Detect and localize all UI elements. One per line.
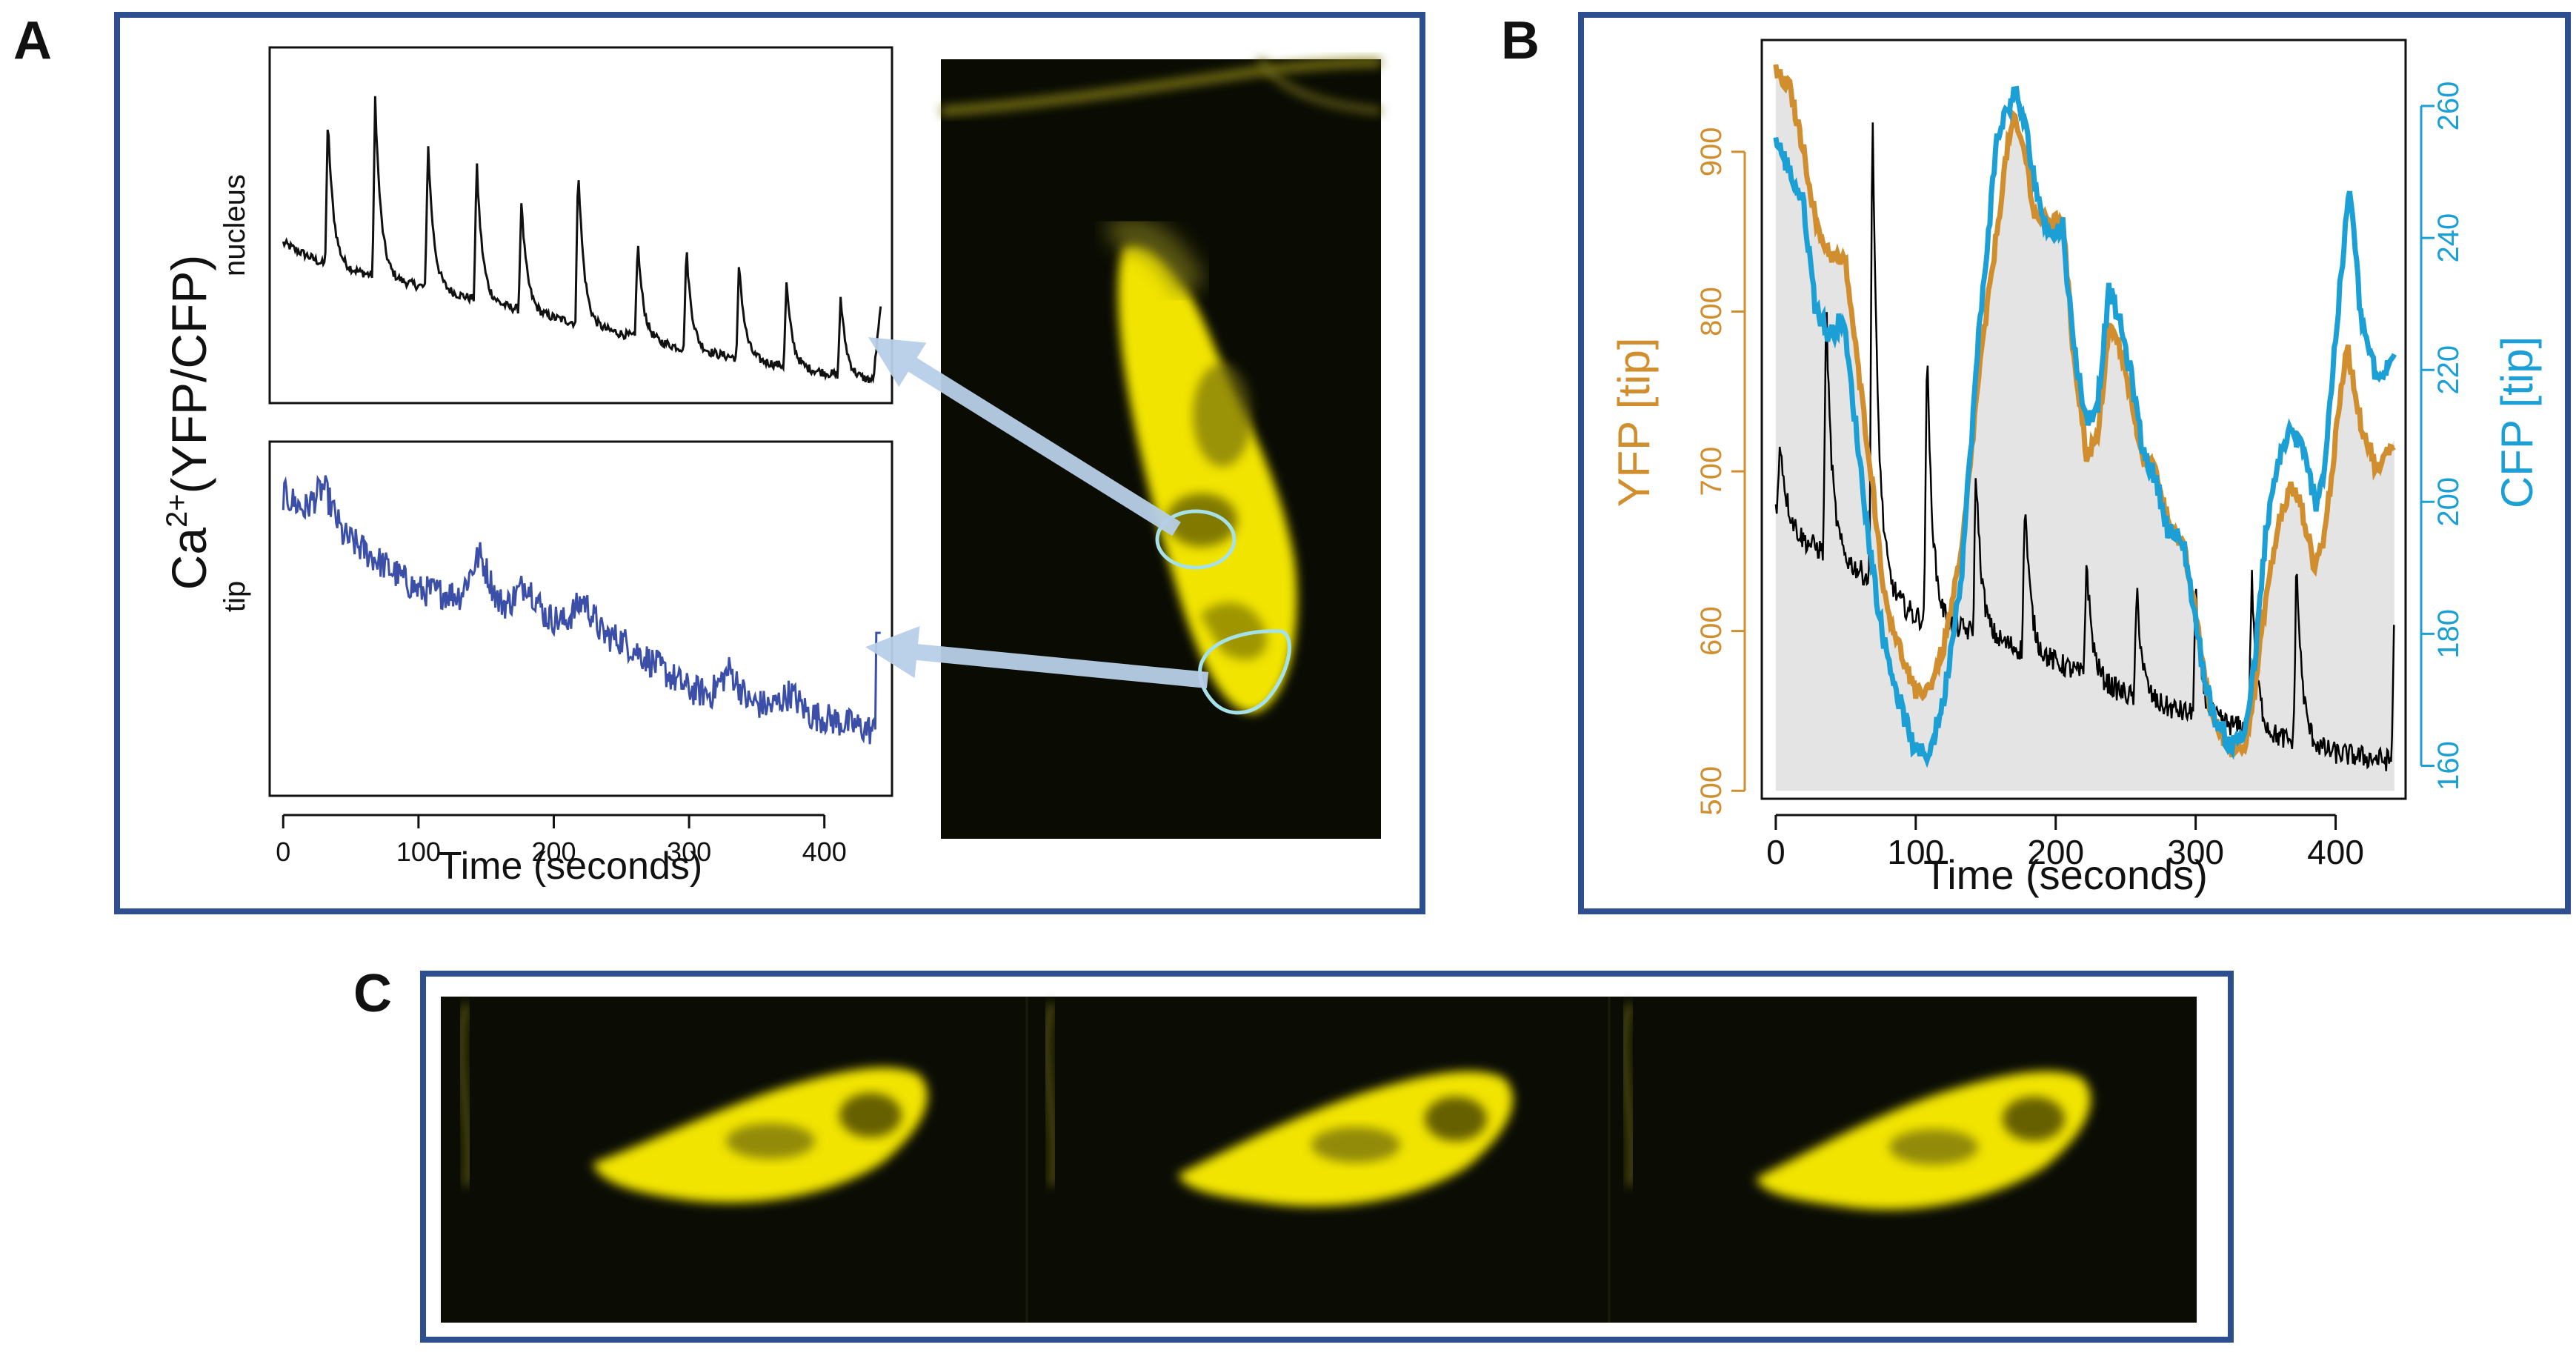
panel-b-x-axis-title: Time (seconds) (1923, 851, 2208, 898)
frame-1-vacuole (839, 1093, 902, 1137)
cell-body (1118, 243, 1297, 713)
frame-3-left-cell-edge (1620, 1003, 1636, 1186)
frame-2-nucleus (1311, 1127, 1400, 1163)
b-right-tick-label: 220 (2432, 345, 2465, 395)
b-left-tick-label: 700 (1695, 447, 1728, 496)
b-x-tick-label: 200 (2027, 833, 2084, 871)
b-left-tick-label: 900 (1695, 127, 1728, 177)
cell-tail-glow (1105, 217, 1206, 296)
nucleus-dark-region (1166, 493, 1237, 547)
nucleus-ratio-line (282, 96, 882, 385)
panel-b-left-y-axis: 500 600 700 800 900 (1695, 127, 1746, 816)
shared-y-axis-title: Ca2+(YFP/CFP) (161, 255, 216, 591)
panel-b-right-y-title: CFP [tip] (2492, 336, 2542, 508)
cell-micrograph (865, 57, 1382, 839)
cfp-series-line (1773, 85, 2397, 768)
b-left-tick-label: 500 (1695, 766, 1728, 816)
tip-x-tick-label: 400 (802, 837, 847, 867)
b-right-tick-label: 240 (2432, 213, 2465, 263)
panel-c-micrographs (441, 997, 2197, 1323)
b-x-tick-label: 400 (2307, 833, 2364, 871)
panel-b-right-y-axis: 160 180 200 220 240 260 (2420, 82, 2465, 791)
panel-b-x-axis: 0 100 200 300 400 (1766, 814, 2364, 871)
b-left-tick-label: 600 (1695, 606, 1728, 656)
panel-a-label: A (13, 11, 52, 70)
panel-b-chart: 0 100 200 300 400 500 600 700 800 900 160 180 200 2… (1609, 39, 2542, 898)
b-right-tick-label: 160 (2432, 741, 2465, 791)
nucleus-axis-label: nucleus (219, 174, 251, 276)
tip-x-axis: 0 100 200 300 400 (276, 814, 847, 867)
tip-roi-outline (1198, 629, 1291, 715)
b-right-tick-label: 200 (2432, 477, 2465, 527)
panel-c-label: C (353, 964, 392, 1023)
b-x-tick-label: 300 (2167, 833, 2224, 871)
ratio-black-line (1774, 122, 2395, 771)
tip-x-axis-title: Time (seconds) (439, 845, 702, 888)
micrograph-frame-3 (1620, 1003, 2091, 1210)
vacuole-dark-region (1193, 363, 1252, 467)
frame-3-vacuole (2003, 1097, 2065, 1141)
tip-ratio-line (282, 474, 881, 745)
b-left-tick-label: 800 (1695, 287, 1728, 336)
tip-x-tick-label: 200 (531, 837, 576, 867)
b-right-tick-label: 180 (2432, 609, 2465, 659)
b-x-tick-label: 0 (1766, 833, 1785, 871)
frame-2-left-cell-edge (1042, 1003, 1058, 1186)
micrograph-frame-2 (1042, 1003, 1513, 1206)
b-right-tick-label: 260 (2432, 82, 2465, 131)
tip-plot-box (268, 440, 893, 797)
frame-1-nucleus (726, 1123, 815, 1159)
panel-a-charts: nucleus tip 0 100 200 300 400 Time (seconds)… (161, 46, 1382, 888)
tip-x-tick-label: 300 (667, 837, 711, 867)
tip-x-tick-label: 100 (396, 837, 441, 867)
frame-3-nucleus (1889, 1129, 1978, 1165)
tip-arrow (865, 626, 1209, 688)
panel-b-left-y-title: YFP [tip] (1609, 338, 1659, 508)
yfp-series-line (1773, 64, 2396, 758)
nucleus-arrow (868, 337, 1181, 536)
nucleus-roi-outline (1155, 509, 1237, 570)
frame-1-left-cell-edge (457, 1003, 473, 1186)
panel-b-label: B (1501, 11, 1540, 70)
b-x-tick-label: 100 (1887, 833, 1944, 871)
frame-2-vacuole (1425, 1097, 1487, 1141)
tip-x-tick-label: 0 (276, 837, 290, 867)
neighbor-cell-corner (1257, 57, 1382, 114)
micrograph-frame-1 (457, 1003, 928, 1203)
tip-axis-label: tip (219, 581, 251, 612)
tip-dark-region (1200, 602, 1268, 660)
neighbor-cell-edge (940, 58, 1382, 116)
